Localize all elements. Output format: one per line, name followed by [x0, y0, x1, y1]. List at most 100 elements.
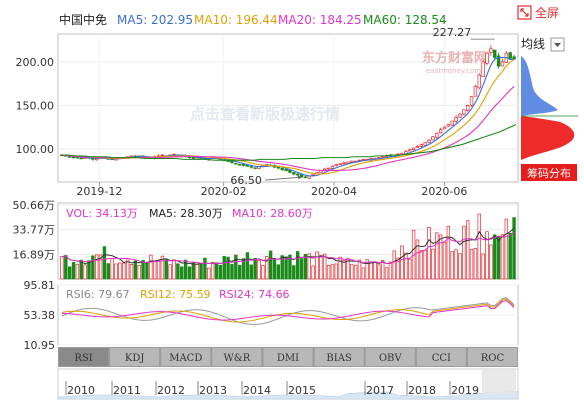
candle-body	[160, 154, 165, 157]
year-navigator[interactable]	[57, 368, 519, 400]
volume-bar	[292, 265, 296, 280]
volume-bar	[303, 253, 308, 280]
main-x-tick: 2020-04	[311, 185, 357, 198]
volume-bar	[319, 255, 323, 280]
main-y-tick: 200.00	[16, 56, 55, 69]
volume-bar	[508, 232, 512, 280]
volume-bar	[64, 255, 68, 280]
tab-obv[interactable]: OBV	[364, 347, 416, 367]
watermark: 东方财富网 eastmoney.com 点击查看新版极速行情	[190, 50, 487, 123]
rsi-lines	[61, 297, 515, 325]
main-x-tick: 2019-12	[76, 185, 122, 198]
volume-ma	[61, 227, 515, 265]
volume-bar	[438, 234, 443, 280]
volume-bar	[311, 265, 315, 280]
volume-bar	[152, 261, 157, 280]
volume-bar	[67, 266, 72, 280]
candle-body	[234, 163, 238, 165]
volume-bar	[446, 225, 451, 280]
year-label: 2018	[408, 384, 436, 397]
volume-bar	[241, 258, 246, 280]
candle-body	[303, 176, 308, 178]
candle-body	[326, 167, 331, 170]
volume-bar	[237, 264, 242, 280]
volume-bar	[423, 249, 427, 280]
volume-bar	[71, 262, 76, 280]
volume-bar	[265, 256, 269, 280]
volume-bar	[450, 251, 454, 280]
volume-bar	[145, 262, 149, 280]
chip-distribution-button[interactable]: 筹码分布	[521, 164, 577, 181]
main-y-tick: 150.00	[16, 99, 55, 112]
tab-roc[interactable]: ROC	[466, 347, 518, 367]
chevron-down-icon	[554, 43, 561, 47]
volume-bar	[164, 259, 168, 280]
tab-rsi[interactable]: RSI	[58, 347, 110, 367]
volume-bar	[149, 254, 153, 280]
rsi6-value: RSI6: 79.67	[66, 288, 130, 301]
chip-blue-area	[521, 56, 558, 116]
year-overview-area	[57, 391, 519, 400]
volume-bar	[307, 253, 311, 280]
volume-bar	[500, 234, 505, 280]
tab-macd[interactable]: MACD	[160, 347, 212, 367]
volume-bar	[481, 253, 485, 280]
ma20-value: MA20: 184.25	[278, 13, 362, 27]
volume-bar	[288, 254, 292, 280]
ma60-line	[60, 124, 517, 161]
tab-dmi[interactable]: DMI	[262, 347, 314, 367]
candle-body	[450, 120, 454, 126]
tab-label: BIAS	[326, 353, 352, 364]
volume-bar	[83, 264, 87, 280]
volume-bar	[230, 264, 234, 280]
volume-bar	[272, 258, 277, 280]
volume-bar	[137, 264, 141, 280]
candle-body	[419, 144, 424, 147]
ma5-line	[61, 56, 515, 177]
fullscreen-icon	[517, 5, 532, 20]
volume-bar	[257, 259, 261, 280]
volume-bar	[400, 245, 404, 280]
volume-bar	[454, 249, 458, 280]
volume-bar	[106, 263, 111, 280]
ma-select[interactable]: 均线	[521, 37, 565, 52]
fullscreen-button[interactable]: 全屏	[517, 5, 559, 20]
year-label: 2010	[67, 384, 95, 397]
range-handle[interactable]	[482, 369, 516, 394]
candle-body	[253, 167, 257, 169]
moving-averages	[60, 56, 517, 177]
main-x-axis: 2019-12 2020-02 2020-04 2020-06	[76, 182, 467, 198]
volume-bar	[91, 255, 95, 280]
tab-bg	[211, 347, 263, 367]
tab-bias[interactable]: BIAS	[313, 347, 365, 367]
candle-body	[311, 173, 315, 176]
tab-cci[interactable]: CCI	[415, 347, 467, 367]
candle-body	[465, 105, 470, 111]
annotations: 227.27 66.50	[230, 26, 495, 187]
candle-body	[67, 156, 72, 158]
candle-body	[342, 162, 346, 165]
candle-body	[423, 142, 427, 146]
volume-bar	[353, 264, 358, 280]
volume-bar	[485, 231, 489, 280]
tab-bg	[109, 347, 161, 367]
volume-bar	[95, 254, 99, 280]
ma5-value: MA5: 202.95	[117, 13, 193, 27]
candle-body	[458, 113, 462, 118]
volume-bar	[442, 241, 447, 280]
tab-wr[interactable]: W&R	[211, 347, 263, 367]
volume-bar	[98, 254, 103, 280]
candle-body	[292, 172, 296, 175]
tab-label: ROC	[481, 353, 505, 364]
candle-body	[245, 164, 250, 167]
annotation-low-arrowhead	[297, 175, 303, 180]
volume-bar	[469, 248, 474, 280]
volume-bar	[373, 261, 377, 280]
volume-bar	[210, 261, 215, 280]
tab-kdj[interactable]: KDJ	[109, 347, 161, 367]
volume-bar	[183, 259, 188, 280]
vol-ma5: MA5: 28.30万	[149, 207, 223, 220]
chip-red-area	[521, 116, 575, 160]
candle-body	[226, 160, 230, 162]
